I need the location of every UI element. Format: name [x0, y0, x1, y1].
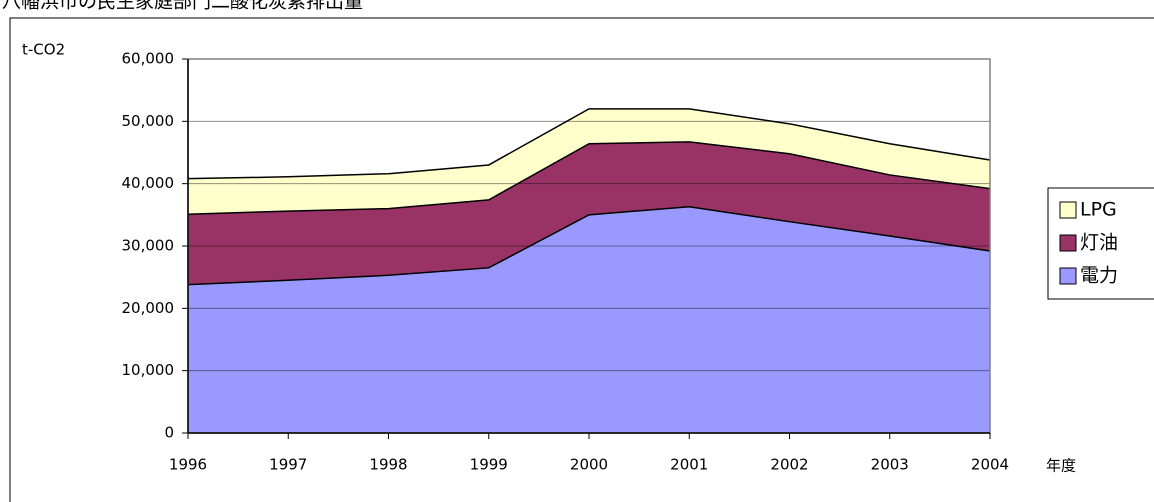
y-tick-label: 40,000 — [122, 174, 175, 192]
area — [188, 206, 990, 433]
y-tick-label: 50,000 — [122, 112, 175, 130]
x-tick-label: 2002 — [770, 456, 808, 474]
legend-swatch — [1059, 234, 1077, 252]
y-axis-label: t-CO2 — [22, 41, 65, 59]
area — [188, 141, 990, 285]
legend-label: LPG — [1080, 199, 1117, 221]
x-tick-label: 1999 — [470, 456, 508, 474]
legend-label: 灯油 — [1080, 232, 1118, 254]
y-tick-label: 30,000 — [122, 237, 175, 255]
area-edge — [187, 108, 991, 180]
x-tick-label: 2004 — [971, 456, 1009, 474]
y-tick-label: 60,000 — [122, 50, 175, 68]
area-edge — [187, 141, 991, 215]
y-tick-label: 0 — [164, 424, 174, 442]
x-tick-label: 1996 — [169, 456, 207, 474]
legend-swatch — [1059, 201, 1077, 219]
x-tick-label: 2001 — [670, 456, 708, 474]
chart-title: 八幡浜市の民生家庭部門二酸化炭素排出量 — [2, 0, 363, 13]
x-tick-label: 2000 — [570, 456, 608, 474]
x-axis-label: 年度 — [1046, 457, 1076, 475]
y-tick-label: 20,000 — [122, 299, 175, 317]
y-tick-label: 10,000 — [122, 361, 175, 379]
x-tick-label: 1998 — [369, 456, 407, 474]
legend-swatch — [1059, 267, 1077, 285]
area-edge — [187, 205, 991, 286]
legend-label: 電力 — [1080, 265, 1118, 287]
x-tick-label: 2003 — [871, 456, 909, 474]
x-tick-label: 1997 — [269, 456, 307, 474]
area — [188, 108, 990, 215]
